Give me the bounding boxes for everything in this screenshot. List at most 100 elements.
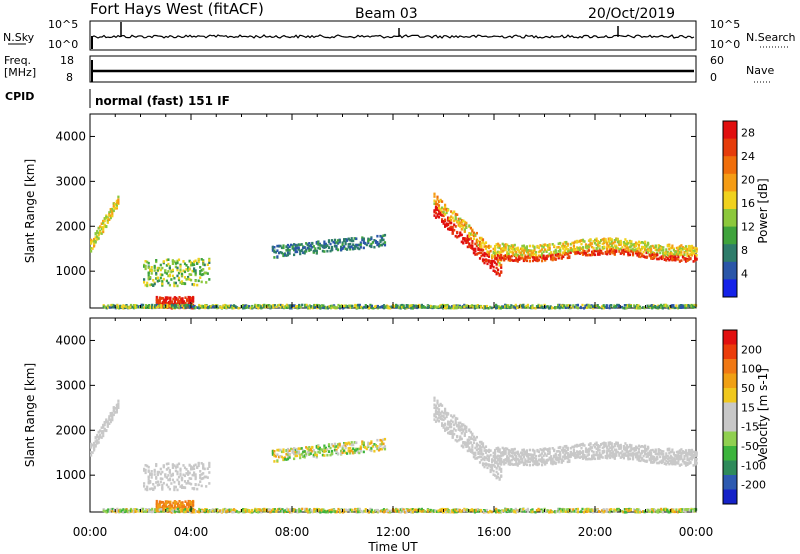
afternoon-band-cell <box>436 203 439 206</box>
midday-band-cell <box>364 446 367 449</box>
evening-band-cell <box>618 454 621 457</box>
near-range-cell <box>143 482 146 485</box>
near-range-cell <box>200 269 203 272</box>
strong-near-range-cell <box>178 302 181 306</box>
evening-band-cell <box>609 441 612 444</box>
strong-near-range-cell <box>161 501 164 504</box>
afternoon-band-cell <box>441 206 444 210</box>
near-ground-cell <box>243 306 246 310</box>
near-ground-cell <box>314 306 317 309</box>
afternoon-band-cell <box>466 449 469 453</box>
near-range-cell <box>187 269 190 272</box>
evening-band-cell <box>506 457 509 460</box>
evening-band-cell <box>607 441 610 445</box>
evening-band-cell <box>525 463 528 467</box>
afternoon-band-cell <box>480 244 483 248</box>
evening-band-cell <box>539 255 542 259</box>
midday-band-cell <box>277 448 281 452</box>
afternoon-band-cell <box>492 255 495 258</box>
near-range-cell <box>202 268 205 271</box>
evening-band-cell <box>503 452 506 456</box>
evening-band-cell <box>506 458 509 462</box>
evening-band-cell <box>501 247 504 250</box>
afternoon-band-cell <box>472 455 475 459</box>
freq-trace <box>91 60 694 82</box>
evening-band-cell <box>641 241 644 244</box>
evening-band-cell <box>610 446 613 450</box>
near-ground-cell <box>140 306 143 309</box>
afternoon-band-cell <box>465 239 468 242</box>
evening-band-cell <box>562 459 565 463</box>
evening-band-cell <box>668 255 671 258</box>
evening-band-cell <box>645 255 648 259</box>
afternoon-band-cell <box>474 242 477 246</box>
afternoon-band-cell <box>478 251 482 254</box>
near-range-cell <box>180 484 184 487</box>
early-band-cell <box>114 206 117 210</box>
afternoon-band-cell <box>462 219 465 223</box>
evening-band-cell <box>653 251 656 255</box>
near-ground-cell <box>389 306 392 310</box>
evening-band-cell <box>495 243 498 246</box>
midday-band-cell <box>347 245 350 249</box>
afternoon-band-cell <box>495 467 498 470</box>
strong-near-range-cell <box>192 500 195 504</box>
afternoon-band-cell <box>477 243 480 247</box>
evening-band-cell <box>627 446 630 449</box>
evening-band-cell <box>641 445 644 448</box>
near-range-cell <box>177 482 181 486</box>
evening-band-cell <box>628 245 631 249</box>
evening-band-cell <box>562 242 565 246</box>
near-range-cell <box>191 263 194 267</box>
evening-band-cell <box>521 453 524 456</box>
strong-near-range-cell <box>172 507 175 510</box>
near-ground-cell <box>198 303 201 307</box>
evening-band-cell <box>594 238 597 242</box>
early-band-cell <box>93 242 96 246</box>
evening-band-cell <box>677 453 680 456</box>
early-band-cell <box>90 250 93 253</box>
near-ground-cell <box>451 305 454 308</box>
evening-band-cell <box>668 459 671 462</box>
near-ground-cell <box>237 306 240 310</box>
midday-band-cell <box>273 454 276 458</box>
near-ground-cell <box>116 303 119 307</box>
evening-band-cell <box>528 249 531 252</box>
evening-band-cell <box>631 249 635 253</box>
strong-near-range-cell <box>155 300 158 304</box>
early-band-cell <box>99 225 102 228</box>
near-range-cell <box>152 284 155 287</box>
evening-band-cell <box>534 253 538 257</box>
midday-band-cell <box>308 247 311 251</box>
midday-band-cell <box>323 446 326 450</box>
midday-band-cell <box>347 447 350 450</box>
evening-band-cell <box>657 450 660 454</box>
near-ground-cell <box>608 306 611 310</box>
midday-band-cell <box>303 251 306 255</box>
midday-band-cell <box>282 448 285 451</box>
near-range-cell <box>161 273 164 277</box>
evening-band-cell <box>677 459 680 462</box>
early-band-cell <box>94 232 97 235</box>
near-ground-cell <box>592 306 595 310</box>
near-ground-cell <box>213 305 216 308</box>
near-ground-cell <box>440 303 443 307</box>
evening-band-cell <box>683 455 686 458</box>
midday-band-cell <box>294 245 297 248</box>
evening-band-cell <box>694 255 697 258</box>
evening-band-cell <box>641 449 644 453</box>
near-range-cell <box>173 276 176 280</box>
evening-band-cell <box>568 455 571 459</box>
evening-band-cell <box>568 255 571 259</box>
evening-band-cell <box>498 244 501 247</box>
near-range-cell <box>146 260 149 264</box>
afternoon-band-cell <box>475 241 478 244</box>
evening-band-cell <box>513 247 516 251</box>
near-ground-cell <box>216 305 219 308</box>
strong-near-range-cell <box>164 300 167 304</box>
near-range-cell <box>187 481 190 485</box>
near-ground-cell <box>431 305 434 309</box>
near-range-cell <box>150 266 153 269</box>
evening-band-cell <box>548 244 551 247</box>
evening-band-cell <box>634 248 638 251</box>
